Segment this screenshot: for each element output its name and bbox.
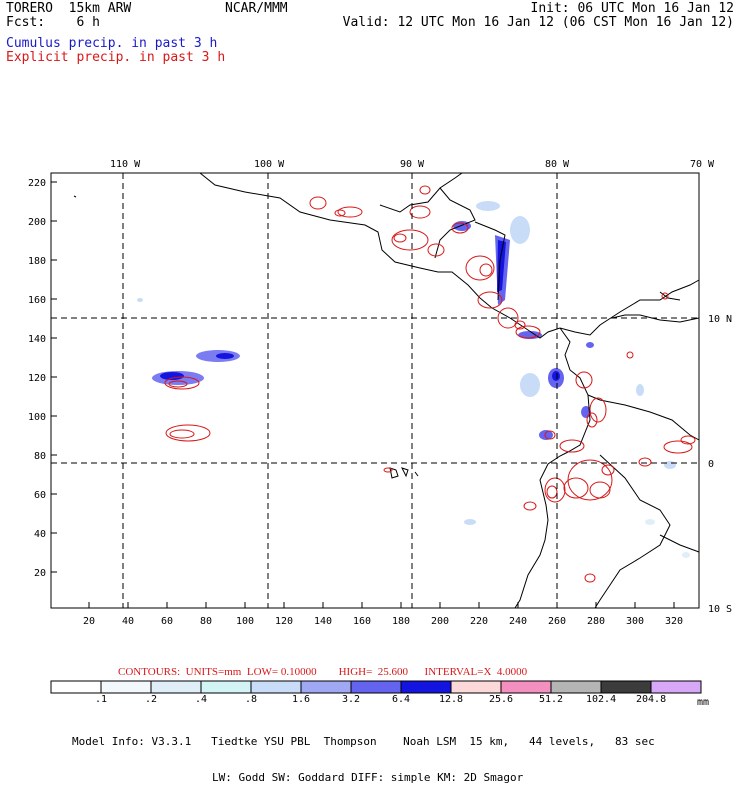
colorbar-swatch [200, 680, 252, 694]
colorbar [50, 680, 702, 694]
colorbar-label: 204.8 [636, 694, 667, 705]
colorbar-swatch [300, 680, 352, 694]
map-frame [50, 172, 700, 609]
colorbar-label: 25.6 [489, 694, 514, 705]
lon-label-100w: 100 W [254, 159, 285, 170]
x-tick-220: 220 [470, 616, 488, 627]
x-tick-240: 240 [509, 616, 527, 627]
colorbar-label: 51.2 [539, 694, 564, 705]
lon-label-90w: 90 W [400, 159, 425, 170]
lat-label-10n: 10 N [708, 314, 732, 325]
colorbar-unit: mm [697, 697, 710, 708]
x-tick-280: 280 [587, 616, 605, 627]
y-tick-80: 80 [34, 451, 46, 462]
model-info-line-2: LW: Godd SW: Goddard DIFF: simple KM: 2D… [212, 771, 524, 784]
colorbar-label: .4 [195, 694, 208, 705]
init-time: Init: 06 UTC Mon 16 Jan 12 [530, 1, 735, 16]
y-tick-160: 160 [28, 295, 46, 306]
y-tick-40: 40 [34, 529, 46, 540]
x-tick-100: 100 [236, 616, 254, 627]
colorbar-label: 12.8 [439, 694, 464, 705]
organization-label: NCAR/MMM [225, 1, 288, 16]
x-tick-140: 140 [314, 616, 332, 627]
x-tick-320: 320 [665, 616, 683, 627]
x-tick-200: 200 [431, 616, 449, 627]
coastlines [73, 172, 700, 609]
colorbar-swatch [150, 680, 202, 694]
x-tick-40: 40 [122, 616, 134, 627]
colorbar-swatch [400, 680, 452, 694]
cumulus-legend-label: Cumulus precip. in past 3 h [6, 36, 218, 51]
forecast-hour: Fcst: 6 h [6, 15, 100, 30]
x-tick-300: 300 [626, 616, 644, 627]
colorbar-swatch [100, 680, 152, 694]
y-tick-180: 180 [28, 256, 46, 267]
colorbar-swatch [650, 680, 702, 694]
axis-ticks [51, 181, 675, 608]
lat-label-0: 0 [708, 459, 714, 470]
x-tick-160: 160 [353, 616, 371, 627]
run-title: TORERO 15km ARW [6, 1, 132, 16]
x-tick-180: 180 [392, 616, 410, 627]
colorbar-label: .1 [95, 694, 108, 705]
colorbar-swatch [350, 680, 402, 694]
colorbar-swatch [450, 680, 502, 694]
y-tick-200: 200 [28, 217, 46, 228]
colorbar-label: 3.2 [342, 694, 361, 705]
x-tick-260: 260 [548, 616, 566, 627]
x-tick-60: 60 [161, 616, 173, 627]
x-tick-120: 120 [275, 616, 293, 627]
colorbar-swatch [50, 680, 102, 694]
explicit-legend-label: Explicit precip. in past 3 h [6, 50, 226, 65]
y-tick-20: 20 [34, 568, 46, 579]
y-tick-140: 140 [28, 334, 46, 345]
x-tick-80: 80 [200, 616, 212, 627]
colorbar-label: .8 [245, 694, 258, 705]
y-tick-100: 100 [28, 412, 46, 423]
colorbar-swatch [600, 680, 652, 694]
lon-label-110w: 110 W [110, 159, 141, 170]
model-info: Model Info: V3.3.1 Tiedtke YSU PBL Thomp… [72, 712, 655, 796]
colorbar-label: 6.4 [392, 694, 411, 705]
model-info-line-1: Model Info: V3.3.1 Tiedtke YSU PBL Thomp… [72, 735, 655, 748]
precip-map: 110 W 100 W 90 W 80 W 70 W 10 N 0 10 S 2… [28, 159, 732, 694]
colorbar-swatch [500, 680, 552, 694]
lon-label-70w: 70 W [690, 159, 715, 170]
explicit-precip-contours [164, 185, 696, 583]
colorbar-label: 102.4 [586, 694, 617, 705]
y-tick-60: 60 [34, 490, 46, 501]
colorbar-swatch [550, 680, 602, 694]
colorbar-swatch [250, 680, 302, 694]
graticule [51, 173, 699, 608]
colorbar-label: .2 [145, 694, 158, 705]
contours-info: CONTOURS: UNITS=mm LOW= 0.10000 HIGH= 25… [118, 666, 528, 678]
valid-time: Valid: 12 UTC Mon 16 Jan 12 (06 CST Mon … [342, 15, 734, 30]
y-tick-220: 220 [28, 178, 46, 189]
colorbar-label: 1.6 [292, 694, 311, 705]
lat-label-10s: 10 S [708, 604, 732, 615]
y-tick-120: 120 [28, 373, 46, 384]
x-tick-20: 20 [83, 616, 95, 627]
lon-label-80w: 80 W [545, 159, 570, 170]
